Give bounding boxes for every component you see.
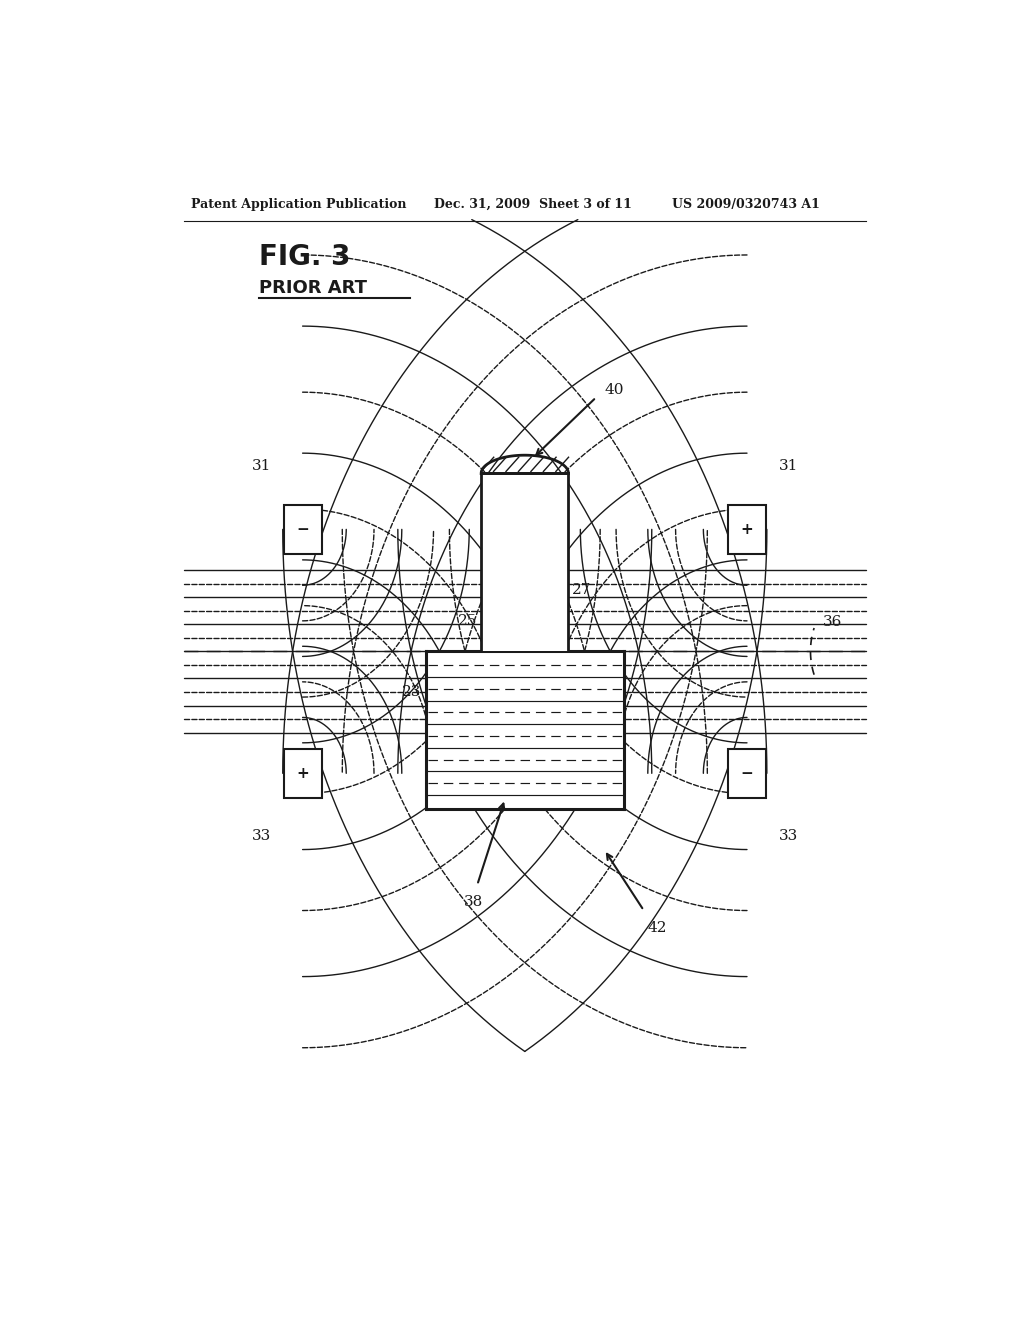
Text: 33: 33 <box>779 829 798 843</box>
Text: Dec. 31, 2009  Sheet 3 of 11: Dec. 31, 2009 Sheet 3 of 11 <box>433 198 632 211</box>
Text: 40: 40 <box>604 383 624 397</box>
Text: US 2009/0320743 A1: US 2009/0320743 A1 <box>672 198 819 211</box>
Bar <box>426 651 624 809</box>
Text: +: + <box>296 766 309 781</box>
Text: 42: 42 <box>648 921 668 935</box>
Text: 27: 27 <box>572 583 592 598</box>
Text: PRIOR ART: PRIOR ART <box>259 279 367 297</box>
Text: 33: 33 <box>252 829 270 843</box>
Text: 36: 36 <box>822 615 842 630</box>
Bar <box>728 506 766 554</box>
Text: −: − <box>740 766 754 781</box>
Text: 25: 25 <box>458 614 477 628</box>
Bar <box>284 748 322 797</box>
Text: Patent Application Publication: Patent Application Publication <box>191 198 407 211</box>
Bar <box>284 506 322 554</box>
Text: 38: 38 <box>464 895 483 909</box>
Bar <box>481 474 568 651</box>
Text: −: − <box>296 521 309 537</box>
Text: 23: 23 <box>402 685 422 700</box>
Text: +: + <box>740 521 754 537</box>
Text: 31: 31 <box>252 459 270 474</box>
Text: 31: 31 <box>779 459 798 474</box>
Text: FIG. 3: FIG. 3 <box>259 243 350 271</box>
Bar <box>728 748 766 797</box>
